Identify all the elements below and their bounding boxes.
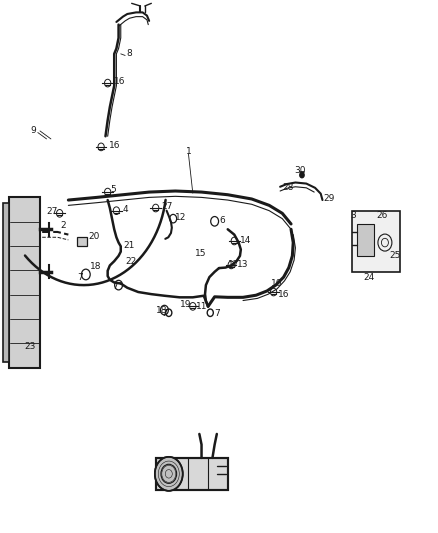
Text: 8: 8 bbox=[127, 50, 132, 58]
Text: 16: 16 bbox=[109, 141, 120, 150]
Text: 5: 5 bbox=[110, 185, 116, 194]
Text: 3: 3 bbox=[350, 212, 356, 221]
Text: 18: 18 bbox=[90, 262, 102, 271]
Text: 25: 25 bbox=[389, 252, 401, 260]
Text: 29: 29 bbox=[324, 195, 335, 204]
Text: 4: 4 bbox=[122, 205, 128, 214]
Text: 27: 27 bbox=[161, 202, 173, 211]
Text: 22: 22 bbox=[125, 257, 136, 265]
Bar bbox=[352, 211, 400, 272]
Text: 23: 23 bbox=[25, 342, 36, 351]
Text: 26: 26 bbox=[376, 212, 388, 221]
Circle shape bbox=[155, 457, 183, 491]
Text: 15: 15 bbox=[195, 249, 206, 258]
Circle shape bbox=[300, 172, 304, 177]
Text: 12: 12 bbox=[175, 213, 187, 222]
Bar bbox=[155, 458, 228, 490]
Text: 7: 7 bbox=[112, 282, 118, 291]
Text: 16: 16 bbox=[114, 77, 126, 86]
Text: 9: 9 bbox=[30, 126, 36, 135]
Bar bbox=[77, 237, 87, 246]
Bar bbox=[357, 224, 374, 256]
Bar bbox=[10, 197, 40, 368]
Text: 11: 11 bbox=[196, 302, 208, 311]
Text: 2: 2 bbox=[60, 221, 66, 230]
Text: 16: 16 bbox=[278, 290, 290, 299]
Text: 19: 19 bbox=[180, 300, 191, 309]
Text: 18: 18 bbox=[155, 305, 167, 314]
Text: 10: 10 bbox=[271, 279, 282, 288]
Text: 6: 6 bbox=[219, 216, 225, 225]
Text: 21: 21 bbox=[123, 241, 134, 250]
Text: 20: 20 bbox=[88, 232, 99, 241]
Text: 14: 14 bbox=[240, 237, 251, 246]
Text: 17: 17 bbox=[228, 261, 239, 269]
Text: 1: 1 bbox=[186, 147, 191, 156]
Text: 7: 7 bbox=[77, 273, 83, 281]
Bar bbox=[155, 458, 228, 490]
Text: 24: 24 bbox=[363, 273, 374, 281]
Text: 7: 7 bbox=[161, 309, 167, 318]
Text: 13: 13 bbox=[237, 261, 248, 269]
Text: 27: 27 bbox=[46, 207, 58, 216]
Text: 30: 30 bbox=[294, 166, 306, 175]
Text: 7: 7 bbox=[215, 309, 220, 318]
Text: 28: 28 bbox=[283, 183, 294, 192]
Bar bbox=[3, 203, 10, 362]
